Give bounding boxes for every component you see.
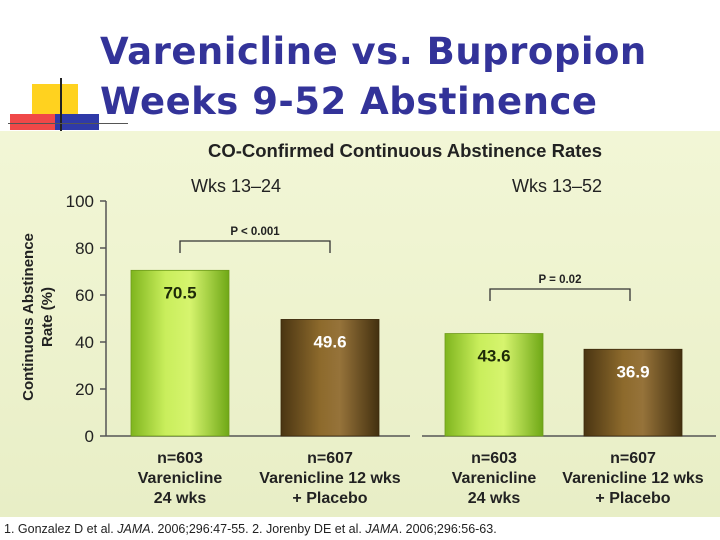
y-tick-label: 40 (75, 333, 94, 352)
bar-1-1 (130, 269, 230, 437)
y-ticks: 0 20 40 60 80 100 (66, 192, 106, 446)
p-value-label-1: P < 0.001 (230, 226, 280, 238)
bracket-1 (179, 240, 331, 253)
bracket-2 (489, 288, 631, 301)
x-label-n: n=607 (610, 450, 656, 467)
footnote-ref2-journal: JAMA (365, 522, 399, 536)
chart-title: CO-Confirmed Continuous Abstinence Rates (208, 140, 602, 161)
bar-1-2 (280, 319, 380, 437)
footnote-ref1-prefix: 1. Gonzalez D et al. (4, 522, 118, 536)
footnote: 1. Gonzalez D et al. JAMA. 2006;296:47-5… (4, 522, 497, 536)
footnote-ref2-suffix: . 2006;296:56-63. (398, 522, 497, 536)
bar-2-1 (444, 333, 544, 437)
x-label-n: n=603 (471, 450, 517, 467)
y-axis-title: Continuous Abstinence Rate (%) (20, 233, 56, 401)
deco-blue-square (55, 114, 99, 130)
x-label-line2: + Placebo (292, 490, 367, 507)
x-label-line1: Varenicline 12 wks (562, 470, 704, 487)
deco-red-bar (10, 114, 56, 130)
footnote-ref1-suffix: . 2006;296:47-55. 2. Jorenby DE et al. (150, 522, 366, 536)
x-label-line2: 24 wks (468, 490, 521, 507)
group-label-1: Wks 13–24 (191, 176, 281, 196)
x-label-line1: Varenicline (138, 470, 223, 487)
x-label-line1: Varenicline 12 wks (259, 470, 401, 487)
y-axis-title-line1: Continuous Abstinence (20, 233, 37, 401)
x-label-n: n=607 (307, 450, 353, 467)
x-category-labels: n=603 Varenicline 24 wks n=607 Varenicline 1… (138, 450, 704, 507)
bar-value-label: 70.5 (163, 283, 196, 302)
x-label-line2: + Placebo (595, 490, 670, 507)
bar-value-label: 49.6 (313, 332, 346, 351)
y-tick-label: 60 (75, 286, 94, 305)
footnote-ref1-journal: JAMA (117, 522, 151, 536)
p-value-label-2: P = 0.02 (539, 274, 582, 286)
deco-horizontal-line (8, 123, 128, 124)
x-label-line1: Varenicline (452, 470, 537, 487)
y-tick-label: 100 (66, 192, 94, 211)
y-axis-title-line2: Rate (%) (39, 287, 56, 347)
deco-vertical-line (60, 78, 62, 132)
x-label-line2: 24 wks (154, 490, 207, 507)
significance-brackets: P < 0.001 P = 0.02 (179, 226, 631, 301)
bar-value-label: 43.6 (477, 347, 510, 366)
chart-panel: CO-Confirmed Continuous Abstinence Rates… (0, 131, 720, 517)
y-tick-label: 80 (75, 239, 94, 258)
slide-title-line1: Varenicline vs. Bupropion (100, 30, 647, 73)
abstinence-chart: CO-Confirmed Continuous Abstinence Rates… (20, 140, 716, 507)
slide-title-line2: Weeks 9-52 Abstinence (100, 80, 598, 123)
bars: 70.5 49.6 43.6 36.9 (130, 269, 683, 437)
x-label-n: n=603 (157, 450, 203, 467)
y-tick-label: 0 (85, 427, 94, 446)
bar-2-2 (583, 348, 683, 437)
group-label-2: Wks 13–52 (512, 176, 602, 196)
y-tick-label: 20 (75, 380, 94, 399)
bar-value-label: 36.9 (616, 362, 649, 381)
